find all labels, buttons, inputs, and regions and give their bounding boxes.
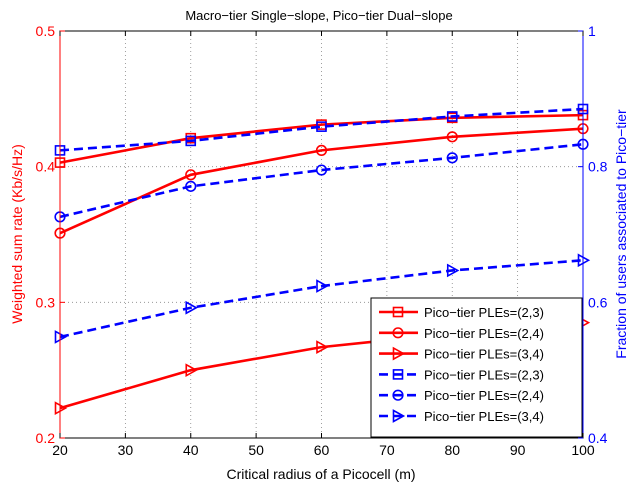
legend-box	[370, 297, 583, 438]
legend-label: Pico−tier PLEs=(3,4)	[424, 347, 544, 362]
legend-marker	[392, 327, 404, 339]
y-right-tick-label: 0.8	[588, 159, 608, 175]
chart-title: Macro−tier Single−slope, Pico−tier Dual−…	[185, 8, 452, 23]
x-tick-label: 50	[248, 442, 264, 458]
legend-entry: Pico−tier PLEs=(3,4)	[379, 347, 544, 362]
data-point	[185, 363, 198, 378]
x-tick-label: 30	[118, 442, 134, 458]
legend-entry: Pico−tier PLEs=(2,4)	[379, 388, 544, 403]
x-tick-label: 90	[510, 442, 526, 458]
legend-marker	[392, 389, 404, 401]
series-line	[59, 258, 584, 339]
legend-label: Pico−tier PLEs=(2,3)	[424, 367, 544, 382]
series-line	[59, 113, 584, 164]
data-point	[316, 121, 327, 132]
data-point	[315, 164, 328, 176]
data-point	[185, 135, 197, 147]
data-point	[446, 152, 458, 164]
legend-marker	[392, 306, 404, 318]
legend-marker	[392, 369, 404, 380]
y-left-tick-label: 0.2	[36, 430, 56, 446]
series-line	[59, 127, 584, 235]
y-right-tick-label: 1	[588, 23, 596, 39]
data-point	[315, 144, 328, 156]
y-right-tick-label: 0.6	[588, 294, 608, 310]
data-point	[185, 300, 198, 315]
data-point	[446, 111, 458, 122]
legend-label: Pico−tier PLEs=(2,3)	[424, 305, 544, 320]
x-tick-label: 20	[52, 442, 68, 458]
data-point	[185, 180, 197, 192]
legend-label: Pico−tier PLEs=(2,4)	[424, 388, 544, 403]
x-axis-label: Critical radius of a Picocell (m)	[226, 466, 415, 482]
legend-entry: Pico−tier PLEs=(2,3)	[379, 305, 544, 320]
data-point	[316, 340, 329, 354]
y-right-tick-label: 0.4	[588, 430, 608, 446]
x-tick-label: 40	[183, 442, 199, 458]
x-tick-label: 60	[314, 442, 330, 458]
legend-entry: Pico−tier PLEs=(2,4)	[379, 326, 544, 341]
y-left-tick-label: 0.5	[36, 23, 56, 39]
legend-entry: Pico−tier PLEs=(3,4)	[379, 409, 544, 424]
y-axis-left-label: Weighted sum rate (Kb/s/Hz)	[9, 144, 25, 323]
series-line	[59, 107, 584, 152]
data-point	[446, 131, 458, 143]
axis-ticks: 20 30 40 50 60 70 80 90 100 0.2 0.3 0.4 0.5 0.4 0.6 0.8…	[36, 23, 608, 458]
y-left-tick-label: 0.3	[36, 294, 56, 310]
legend: Pico−tier PLEs=(2,3) Pico−tier PLEs=(2,4)…	[370, 297, 583, 438]
x-tick-label: 70	[379, 442, 395, 458]
legend-label: Pico−tier PLEs=(2,4)	[424, 326, 544, 341]
x-tick-label: 100	[571, 442, 595, 458]
legend-marker	[392, 409, 406, 423]
data-point	[446, 263, 460, 278]
legend-entry: Pico−tier PLEs=(2,3)	[379, 367, 544, 382]
y-axis-right-label: Fraction of users associated to Pico−tie…	[613, 109, 628, 359]
x-tick-label: 80	[444, 442, 460, 458]
data-point	[316, 279, 329, 293]
legend-marker	[392, 346, 406, 361]
series-line	[59, 142, 584, 219]
data-point	[185, 169, 197, 181]
y-left-tick-label: 0.4	[36, 159, 56, 175]
legend-label: Pico−tier PLEs=(3,4)	[424, 409, 544, 424]
series-left-circle	[54, 123, 589, 239]
